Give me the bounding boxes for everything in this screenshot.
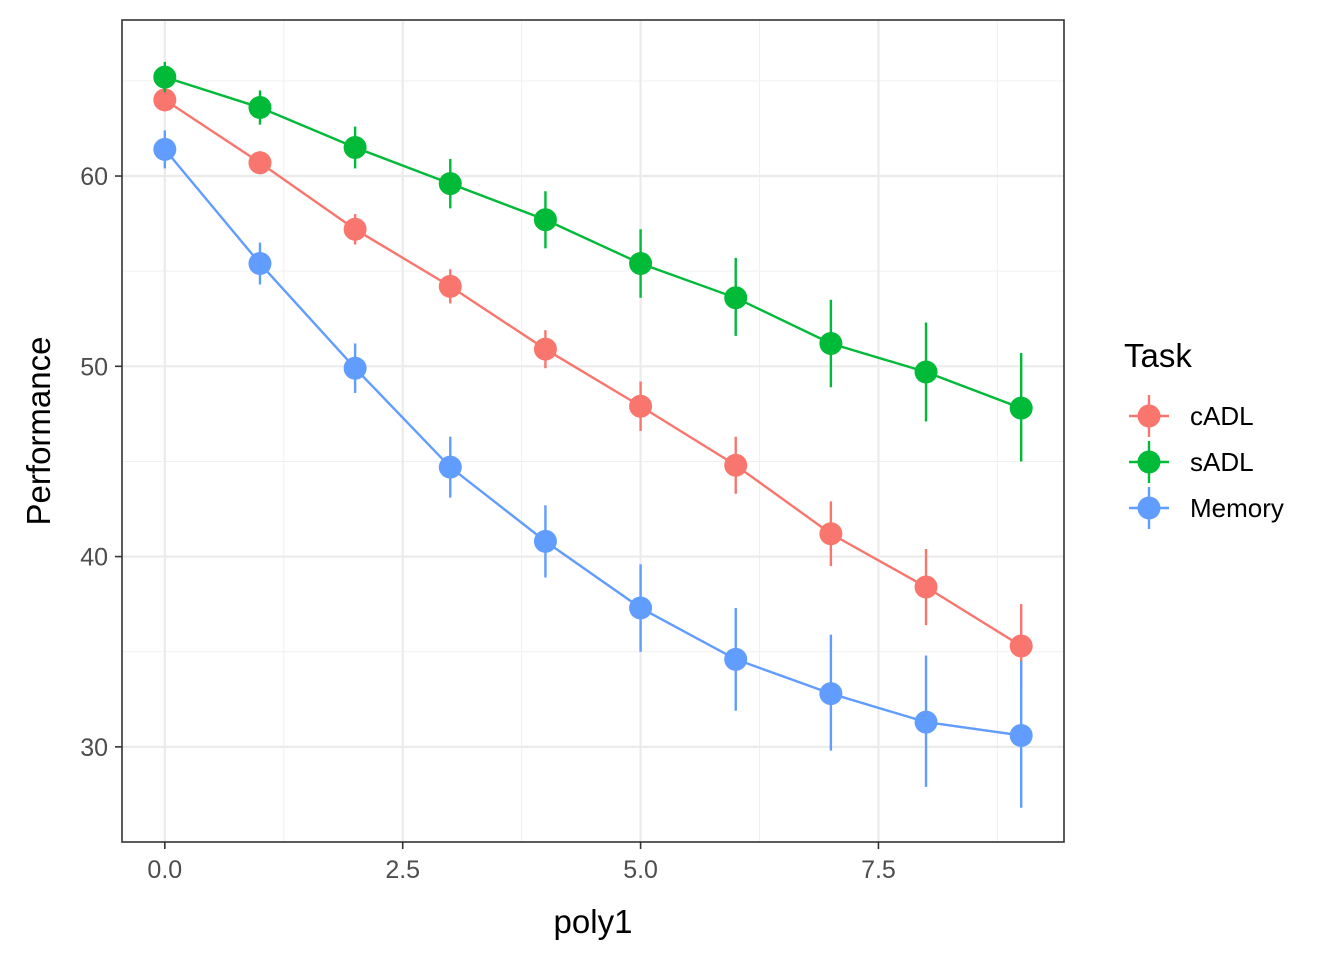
data-point-sadl xyxy=(724,286,748,310)
legend-key-point xyxy=(1137,404,1161,428)
data-point-cadl xyxy=(248,151,272,175)
data-point-sadl xyxy=(438,172,462,196)
legend-label: Memory xyxy=(1190,493,1284,523)
data-point-cadl xyxy=(724,453,748,477)
data-point-sadl xyxy=(914,360,938,384)
data-point-memory xyxy=(438,455,462,479)
data-point-sadl xyxy=(248,96,272,120)
legend-label: sADL xyxy=(1190,447,1254,477)
legend-item-memory: Memory xyxy=(1129,487,1284,529)
data-point-memory xyxy=(1009,723,1033,747)
series-line-cadl xyxy=(164,98,1022,648)
data-point-memory xyxy=(629,596,653,620)
y-tick-label: 30 xyxy=(80,734,108,762)
data-point-sadl xyxy=(629,252,653,276)
legend-item-cadl: cADL xyxy=(1129,395,1254,437)
legend-key-point xyxy=(1137,450,1161,474)
legend: Task cADL sADL Memory xyxy=(1124,337,1284,529)
data-point-cadl xyxy=(533,337,557,361)
data-point-sadl xyxy=(343,135,367,159)
x-tick-label: 2.5 xyxy=(385,856,420,884)
data-point-cadl xyxy=(1009,634,1033,658)
data-point-sadl xyxy=(533,208,557,232)
panel-border xyxy=(121,19,1065,843)
data-point-sadl xyxy=(819,331,843,355)
series-sadl xyxy=(153,61,1033,462)
data-point-memory xyxy=(343,356,367,380)
legend-label: cADL xyxy=(1190,401,1254,431)
data-point-cadl xyxy=(629,394,653,418)
y-tick-label: 60 xyxy=(80,163,108,191)
data-point-memory xyxy=(724,647,748,671)
x-tick-label: 5.0 xyxy=(623,856,658,884)
x-axis-title: poly1 xyxy=(554,903,633,940)
data-point-memory xyxy=(248,252,272,276)
series-line-sadl xyxy=(164,75,1022,410)
series-cadl xyxy=(153,88,1033,688)
legend-item-sadl: sADL xyxy=(1129,441,1254,483)
axes: 0.0 2.5 5.0 7.5 30 40 50 60 xyxy=(80,163,896,884)
series-line-memory xyxy=(163,148,1022,737)
x-tick-label: 0.0 xyxy=(147,856,182,884)
y-tick-label: 40 xyxy=(80,544,108,572)
data-point-sadl xyxy=(153,65,177,89)
data-point-sadl xyxy=(1009,396,1033,420)
data-point-cadl xyxy=(819,522,843,546)
data-point-cadl xyxy=(153,88,177,112)
data-point-memory xyxy=(153,137,177,161)
grid xyxy=(122,20,1064,843)
legend-title: Task xyxy=(1124,337,1192,374)
data-point-memory xyxy=(533,529,557,553)
y-axis-title: Performance xyxy=(20,337,57,526)
series-memory xyxy=(153,130,1033,808)
data-point-memory xyxy=(819,682,843,706)
x-tick-label: 7.5 xyxy=(861,856,896,884)
data-point-cadl xyxy=(438,274,462,298)
data-point-cadl xyxy=(343,217,367,241)
data-point-cadl xyxy=(914,575,938,599)
series-layer xyxy=(153,61,1033,808)
legend-key-point xyxy=(1137,496,1161,520)
y-tick-label: 50 xyxy=(80,353,108,381)
data-point-memory xyxy=(914,710,938,734)
